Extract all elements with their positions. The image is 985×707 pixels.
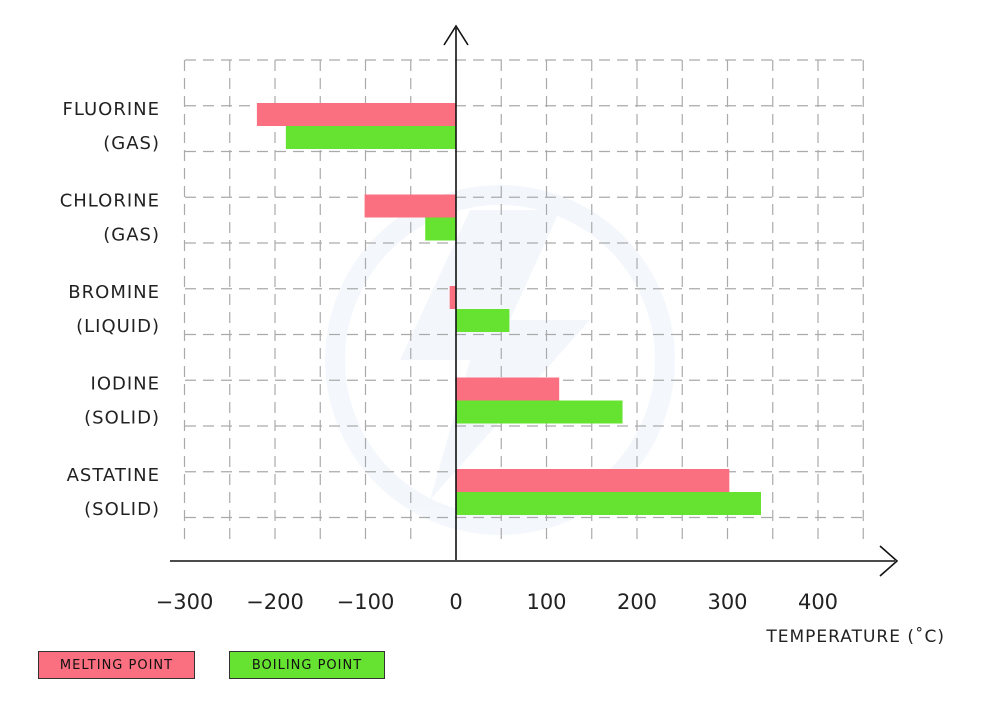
x-tick-label: −100 xyxy=(337,590,395,614)
category-label-name: CHLORINE xyxy=(60,191,160,212)
category-label-state: (GAS) xyxy=(103,133,160,154)
category-label-state: (SOLID) xyxy=(84,499,160,520)
boiling-point-bar xyxy=(456,492,761,515)
melting-point-bar xyxy=(456,469,730,492)
category-labels: FLUORINE (GAS) CHLORINE (GAS) BROMINE (LIQUID… xyxy=(60,99,160,520)
axes xyxy=(170,24,899,577)
legend-boiling-point: BOILING POINT xyxy=(229,651,385,679)
x-axis-arrowhead xyxy=(879,545,899,577)
boiling-point-bar xyxy=(456,309,510,332)
category-label-state: (SOLID) xyxy=(84,408,160,429)
x-tick-labels: −300 −200 −100 0 100 200 300 400 xyxy=(156,590,838,614)
x-tick-label: −300 xyxy=(156,590,214,614)
category-label-name: BROMINE xyxy=(68,282,160,303)
melting-point-bar xyxy=(456,377,560,401)
x-tick-label: 200 xyxy=(617,590,657,614)
category-label-state: (GAS) xyxy=(103,225,160,246)
watermark-logo xyxy=(325,185,675,535)
boiling-point-bar xyxy=(456,400,623,424)
x-tick-label: 100 xyxy=(526,590,566,614)
category-label-state: (LIQUID) xyxy=(76,316,160,337)
legend-melting-point-label: MELTING POINT xyxy=(59,657,174,673)
boiling-point-bar xyxy=(425,217,456,241)
legend-melting-point: MELTING POINT xyxy=(38,651,195,679)
boiling-point-bar xyxy=(285,126,456,149)
y-axis-arrowhead xyxy=(443,24,469,46)
x-axis-title: TEMPERATURE (˚C) xyxy=(765,626,945,647)
melting-point-bar xyxy=(364,194,456,218)
x-tick-label: 0 xyxy=(449,590,462,614)
melting-point-bar xyxy=(256,103,456,126)
x-tick-label: −200 xyxy=(246,590,304,614)
category-label-name: ASTATINE xyxy=(67,465,160,486)
x-tick-label: 400 xyxy=(798,590,838,614)
category-label-name: IODINE xyxy=(91,374,160,395)
x-tick-label: 300 xyxy=(707,590,747,614)
melting-point-bar xyxy=(449,286,456,309)
bars xyxy=(256,103,761,515)
legend-boiling-point-label: BOILING POINT xyxy=(251,657,363,673)
category-label-name: FLUORINE xyxy=(63,99,160,120)
